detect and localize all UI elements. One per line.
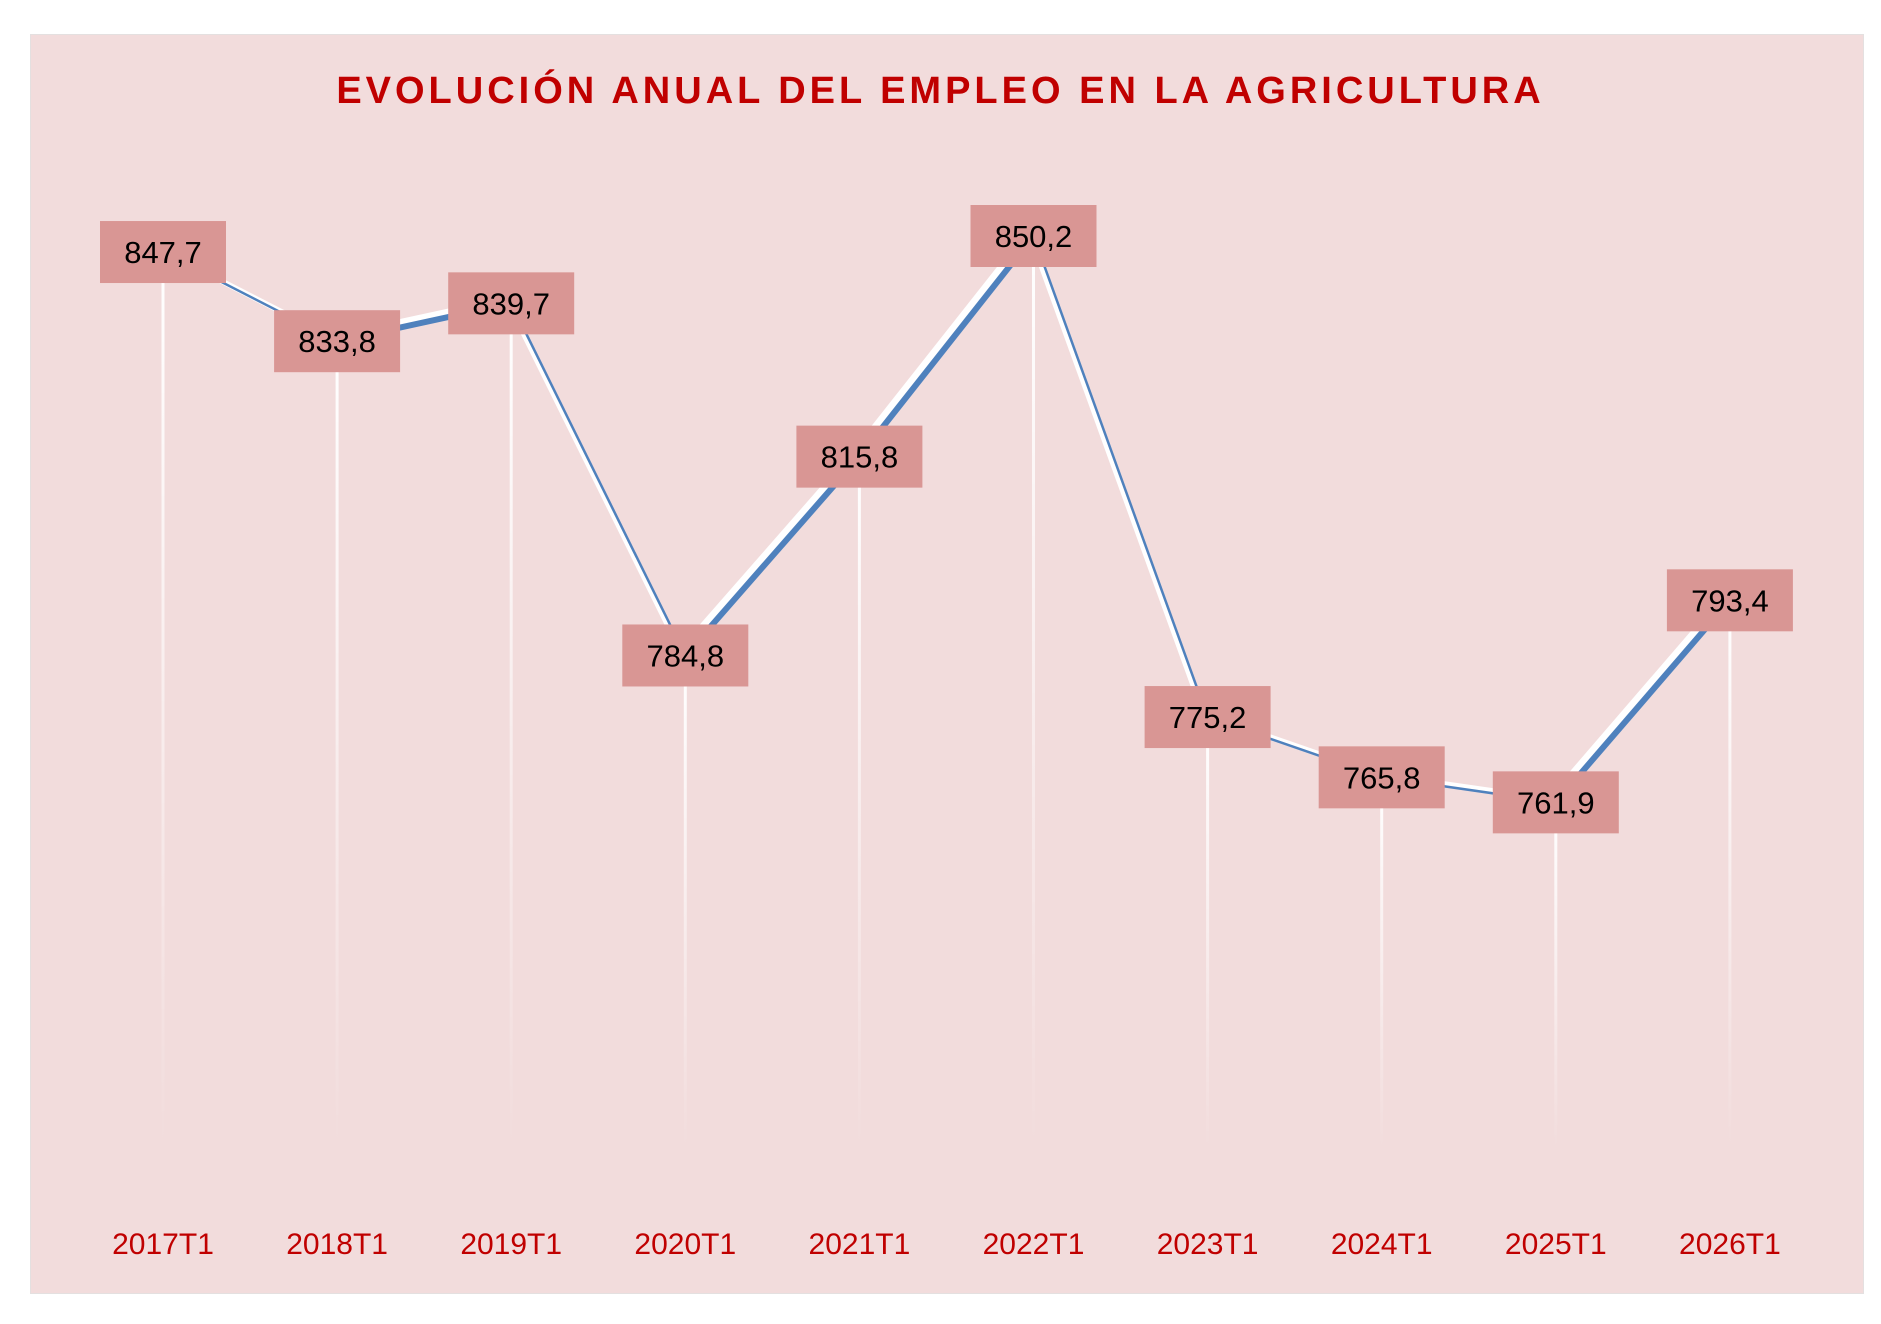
x-tick-label: 2024T1 — [1331, 1228, 1433, 1261]
drop-line — [1206, 717, 1210, 1150]
data-label: 833,8 — [298, 324, 376, 359]
x-tick-label: 2022T1 — [983, 1228, 1085, 1261]
data-label: 850,2 — [995, 219, 1073, 254]
drop-line — [1728, 600, 1732, 1150]
data-point: 793,4 — [1666, 569, 1793, 632]
drop-line — [1032, 236, 1035, 1150]
x-tick-label: 2023T1 — [1157, 1228, 1259, 1261]
data-label: 793,4 — [1691, 583, 1769, 618]
data-label-box — [1318, 746, 1445, 809]
x-tick-label: 2020T1 — [634, 1228, 736, 1261]
drop-line — [1554, 802, 1558, 1150]
data-label-box — [970, 205, 1097, 267]
data-point: 815,8 — [796, 425, 923, 488]
data-label-box — [622, 624, 749, 687]
data-label: 847,7 — [124, 235, 202, 270]
data-label: 775,2 — [1169, 700, 1247, 735]
data-point: 839,7 — [448, 272, 575, 335]
x-tick-label: 2018T1 — [286, 1228, 388, 1261]
x-tick-label: 2017T1 — [112, 1228, 214, 1261]
data-point: 784,8 — [622, 624, 749, 687]
line-segment-shadow — [504, 299, 684, 654]
data-point: 850,2 — [970, 205, 1097, 267]
data-label: 784,8 — [647, 638, 725, 673]
line-segment — [1032, 235, 1209, 718]
line-segment — [857, 234, 1036, 459]
data-label: 765,8 — [1343, 760, 1421, 795]
x-tick-label: 2025T1 — [1505, 1228, 1607, 1261]
data-label-box — [448, 272, 575, 335]
line-segment — [1553, 598, 1733, 805]
data-point: 761,9 — [1492, 771, 1619, 834]
drop-line — [1380, 777, 1384, 1150]
x-tick-label: 2026T1 — [1679, 1228, 1781, 1261]
data-label: 761,9 — [1517, 785, 1595, 820]
line-segment — [683, 454, 862, 658]
line-segment — [510, 302, 687, 657]
x-tick-label: 2019T1 — [460, 1228, 562, 1261]
data-label-box — [274, 310, 401, 373]
data-point: 765,8 — [1318, 746, 1445, 809]
data-label-box — [100, 221, 226, 284]
chart-title: EVOLUCIÓN ANUAL DEL EMPLEO EN LA AGRICUL… — [336, 70, 1545, 112]
data-point: 833,8 — [274, 310, 401, 373]
drop-line — [335, 341, 339, 1151]
data-label-box — [796, 425, 923, 488]
drop-line — [683, 655, 687, 1150]
x-tick-label: 2021T1 — [809, 1228, 911, 1261]
line-segment-shadow — [851, 230, 1034, 457]
data-label-box — [1666, 569, 1793, 632]
drop-line — [857, 456, 861, 1150]
line-segment-shadow — [1026, 232, 1207, 715]
data-point: 847,7 — [100, 221, 226, 284]
data-label-box — [1492, 771, 1619, 834]
data-point: 775,2 — [1144, 686, 1271, 749]
drop-line — [509, 303, 513, 1150]
data-label: 839,7 — [472, 286, 550, 321]
drop-line — [161, 252, 165, 1150]
data-label: 815,8 — [821, 440, 899, 475]
data-label-box — [1144, 686, 1271, 749]
